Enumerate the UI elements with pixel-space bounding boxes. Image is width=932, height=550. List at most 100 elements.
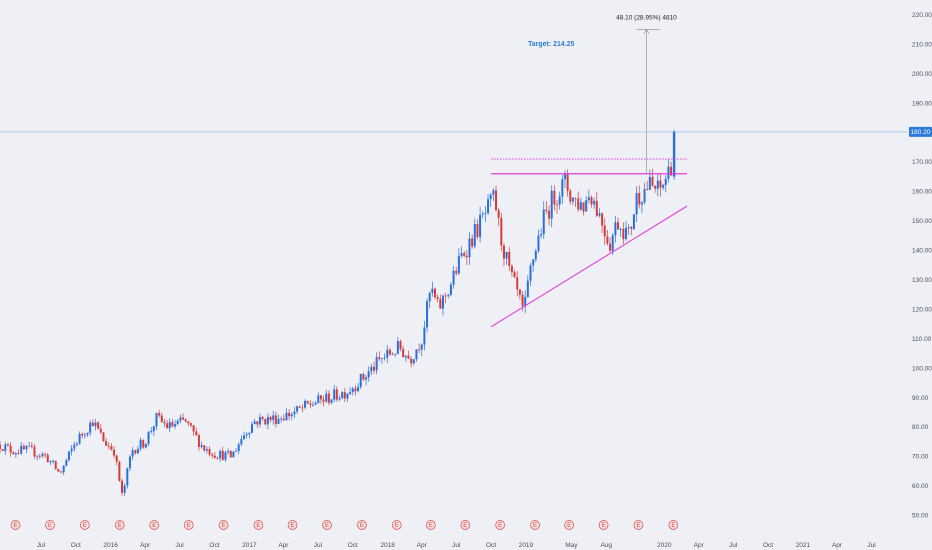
candle-body bbox=[296, 406, 299, 412]
candle-body bbox=[415, 349, 418, 360]
candle-body bbox=[341, 392, 344, 399]
x-tick-label: 2019 bbox=[519, 542, 534, 549]
measure-label: 48.10 (28.95%) 4810 bbox=[616, 14, 677, 21]
candle-body bbox=[250, 424, 253, 433]
candle-body bbox=[17, 452, 20, 454]
candle-body bbox=[261, 416, 264, 419]
candle-body bbox=[548, 210, 551, 219]
candle-body bbox=[383, 357, 386, 359]
support-trendline bbox=[490, 205, 688, 328]
candle-body bbox=[619, 228, 622, 230]
candle-body bbox=[556, 204, 559, 206]
candle-body bbox=[582, 202, 585, 212]
earnings-label: E bbox=[118, 523, 122, 529]
candle-body bbox=[99, 428, 102, 433]
candle-body bbox=[447, 294, 450, 297]
candle-body bbox=[219, 450, 222, 459]
candle-body bbox=[465, 255, 468, 258]
candle-body bbox=[624, 227, 627, 240]
candle-body bbox=[378, 357, 381, 360]
candle-body bbox=[306, 400, 309, 404]
candle-body bbox=[587, 197, 590, 201]
candle-body bbox=[372, 366, 375, 371]
candle-body bbox=[603, 225, 606, 237]
candle-body bbox=[0, 444, 1, 450]
candle-body bbox=[54, 460, 57, 470]
x-tick-label: Apr bbox=[694, 542, 705, 549]
candle-body bbox=[632, 214, 635, 229]
candle-body bbox=[203, 445, 206, 451]
candle-body bbox=[670, 166, 673, 176]
x-tick-label: Jul bbox=[452, 542, 461, 549]
candle-body bbox=[521, 294, 524, 307]
y-tick-label: 190.00 bbox=[912, 100, 932, 107]
candle-body bbox=[595, 200, 598, 216]
candle-body bbox=[189, 423, 192, 426]
candle-body bbox=[481, 213, 484, 215]
candle-body bbox=[476, 224, 479, 238]
candle-body bbox=[463, 253, 466, 256]
candle-body bbox=[57, 469, 60, 472]
candle-body bbox=[163, 421, 166, 424]
candle-body bbox=[375, 357, 378, 371]
candle-body bbox=[258, 416, 261, 425]
candle-body bbox=[22, 445, 25, 450]
candle-body bbox=[78, 433, 81, 444]
earnings-label: E bbox=[256, 523, 260, 529]
candle-body bbox=[367, 371, 370, 378]
candle-body bbox=[643, 189, 646, 203]
candle-body bbox=[200, 445, 203, 447]
candle-body bbox=[426, 301, 429, 328]
candle-body bbox=[532, 259, 535, 266]
candle-body bbox=[266, 416, 269, 425]
candle-body bbox=[664, 178, 667, 186]
candle-body bbox=[396, 341, 399, 354]
y-tick-label: 80.00 bbox=[912, 424, 929, 431]
candle-body bbox=[333, 389, 336, 400]
earnings-marker bbox=[598, 520, 609, 530]
x-tick-label: 2018 bbox=[380, 542, 395, 549]
candle-body bbox=[370, 366, 373, 372]
candle-body bbox=[12, 452, 15, 455]
candle-body bbox=[420, 344, 423, 350]
candle-body bbox=[667, 166, 670, 179]
candle-body bbox=[569, 190, 572, 202]
candle-body bbox=[86, 432, 89, 435]
candle-body bbox=[656, 180, 659, 189]
candle-body bbox=[4, 444, 7, 451]
x-tick-label: Oct bbox=[486, 542, 496, 549]
x-tick-label: Jul bbox=[729, 542, 738, 549]
earnings-marker bbox=[114, 520, 125, 530]
candle-body bbox=[147, 432, 150, 444]
y-tick-label: 200.00 bbox=[912, 71, 932, 78]
candle-body bbox=[473, 224, 476, 247]
candle-body bbox=[298, 406, 301, 408]
candle-body bbox=[412, 359, 415, 364]
y-tick-label: 70.00 bbox=[912, 454, 929, 461]
candle-body bbox=[404, 355, 407, 358]
earnings-label: E bbox=[463, 523, 467, 529]
candle-body bbox=[182, 417, 185, 420]
candle-body bbox=[171, 422, 174, 427]
candle-body bbox=[516, 277, 519, 290]
candle-body bbox=[497, 210, 500, 218]
candle-body bbox=[319, 395, 322, 400]
candle-body bbox=[280, 418, 283, 420]
candle-body bbox=[168, 422, 171, 429]
candle-body bbox=[436, 297, 439, 299]
candle-body bbox=[52, 460, 55, 462]
y-tick-label: 220.00 bbox=[912, 12, 932, 19]
candle-body bbox=[142, 439, 145, 448]
candle-body bbox=[30, 445, 33, 447]
candle-body bbox=[240, 439, 243, 445]
earnings-label: E bbox=[187, 523, 191, 529]
candle-body bbox=[134, 450, 137, 454]
earnings-marker bbox=[45, 520, 55, 530]
candle-body bbox=[654, 185, 657, 189]
candle-body bbox=[75, 443, 78, 445]
candle-body bbox=[107, 445, 110, 447]
earnings-marker bbox=[668, 520, 679, 530]
candle-body bbox=[418, 349, 421, 351]
